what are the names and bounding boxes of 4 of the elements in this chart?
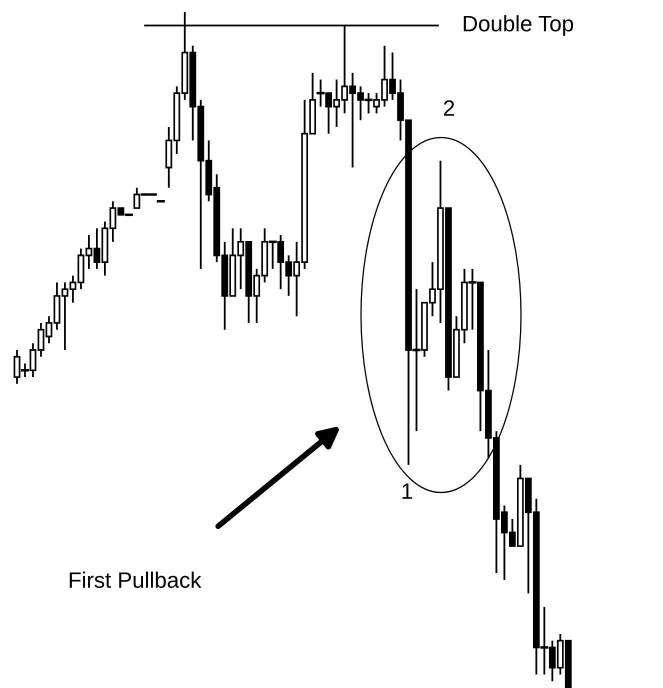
ref-line-label: Double Top [464,15,574,36]
annotation: First Pullback [70,572,202,588]
annotation: 2 [444,100,454,116]
annotation: 1 [402,483,412,499]
